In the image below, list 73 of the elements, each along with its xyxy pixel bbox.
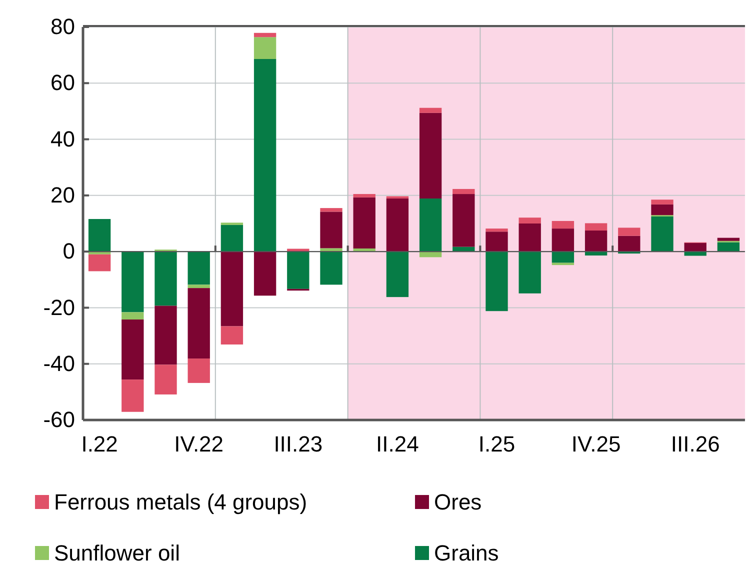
legend-label: Ores [434,490,482,515]
bar [386,252,409,298]
bar [188,358,210,383]
legend-label: Grains [434,540,499,566]
bar [552,252,574,263]
bar [419,112,442,199]
bar [684,252,706,256]
bar [122,380,144,412]
bar [88,254,111,272]
x-tick-label: IV.22 [174,432,224,457]
bar [353,197,376,248]
y-tick-label: 60 [50,70,75,96]
bar [122,252,144,312]
bar [552,228,574,252]
bar [717,242,740,252]
bar [188,284,210,288]
bar [684,242,706,252]
bar [584,223,608,231]
bar [618,236,640,252]
y-tick-label: -20 [43,294,75,320]
bar [154,306,177,365]
bar [320,212,342,248]
y-tick-label: -40 [43,350,75,376]
bar [320,252,342,285]
bar [552,220,574,229]
bar [254,37,276,59]
bar [518,252,541,294]
bar [518,224,541,252]
bar [220,224,244,252]
y-tick-label: 80 [50,14,75,40]
bar [188,288,210,359]
bar [518,218,541,224]
bar [122,320,144,380]
bar [353,194,376,198]
x-tick-label: III.23 [274,432,323,457]
bar [717,238,740,241]
bar [584,230,608,252]
bar [651,216,674,252]
y-tick-label: 0 [62,238,75,264]
bar [154,364,177,394]
y-tick-label: 40 [50,126,75,152]
bar [486,252,508,312]
bar [220,252,244,326]
y-tick-label: 20 [50,182,75,208]
bar [287,252,310,289]
bar [651,204,674,216]
y-tick-label: -60 [43,407,75,432]
bar [154,252,177,306]
x-tick-label: IV.25 [571,432,621,457]
x-tick-label: II.24 [376,432,419,457]
x-tick-label: I.22 [81,432,118,457]
bar [254,32,276,38]
bar [254,59,276,252]
bar [486,228,508,232]
bar [188,252,210,285]
bar [618,228,640,236]
bar [419,108,442,113]
bar [122,312,144,320]
bar [486,232,508,252]
bar [220,326,244,344]
bar [320,208,342,212]
bar [88,219,111,252]
bar [651,200,674,204]
bar [254,252,276,296]
bar [452,188,475,194]
legend-label: Ferrous metals (4 groups) [54,490,308,515]
bar [386,198,409,252]
bar [452,194,475,247]
bar [320,248,342,252]
x-tick-label: III.26 [670,432,720,457]
legend-label: Sunflower oil [54,540,180,566]
x-tick-label: I.25 [478,432,516,457]
bar [419,198,442,252]
